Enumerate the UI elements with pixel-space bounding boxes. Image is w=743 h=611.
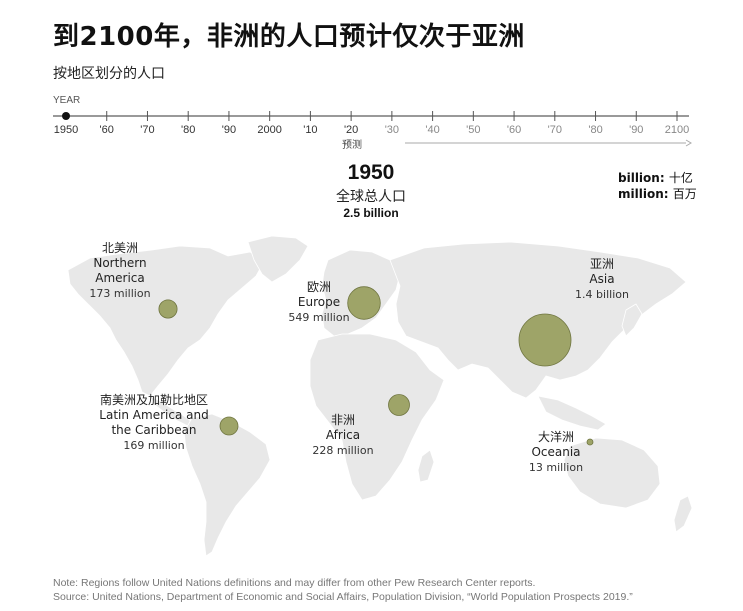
region-name-zh: 欧洲 <box>306 280 331 294</box>
timeline-tick-label[interactable]: '80 <box>181 124 195 136</box>
timeline-tick-label[interactable]: '90 <box>629 124 643 136</box>
timeline-tick-label[interactable]: 2000 <box>257 124 281 136</box>
population-bubble-latin-america <box>219 416 239 436</box>
world-population-label: 全球总人口 <box>336 189 406 205</box>
region-population: 13 million <box>528 461 584 474</box>
region-label-africa: 非洲 Africa 228 million <box>300 413 386 458</box>
timeline-tick-label[interactable]: '60 <box>100 124 114 136</box>
region-population: 169 million <box>123 439 185 452</box>
timeline-tick-label[interactable]: 2100 <box>665 124 689 136</box>
region-label-oceania: 大洋洲 Oceania 13 million <box>520 430 592 475</box>
region-name-zh: 大洋洲 <box>537 430 574 444</box>
land-australia <box>563 437 661 509</box>
timeline-tick-label[interactable]: '60 <box>507 124 521 136</box>
forecast-label: 预测 <box>342 140 362 151</box>
population-bubble-europe <box>347 286 381 320</box>
region-name-en: Europe <box>297 295 341 309</box>
land-madagascar <box>417 449 435 483</box>
timeline-tick-label[interactable]: '50 <box>466 124 480 136</box>
legend-million-key: million: <box>618 187 669 201</box>
region-name-en: Asia <box>589 272 615 286</box>
legend-million-zh: 百万 <box>672 187 697 201</box>
region-population: 173 million <box>89 287 151 300</box>
footnote: Note: Regions follow United Nations defi… <box>53 576 633 604</box>
population-bubble-northern-america <box>158 299 178 319</box>
region-name-zh: 亚洲 <box>589 257 614 271</box>
timeline-tick-label[interactable]: '10 <box>303 124 317 136</box>
chart-subtitle: 按地区划分的人口 <box>53 66 165 82</box>
region-population: 228 million <box>312 444 374 457</box>
land-africa <box>309 333 445 501</box>
timeline-tick-label[interactable]: '70 <box>140 124 154 136</box>
population-bubble-oceania <box>586 438 594 446</box>
timeline-tick-label[interactable]: '20 <box>344 124 358 136</box>
region-label-northern-america: 北美洲 Northern America 173 million <box>70 241 170 301</box>
footnote-source: Source: United Nations, Department of Ec… <box>53 591 633 603</box>
chart-title: 到2100年，非洲的人口预计仅次于亚洲 <box>53 22 525 52</box>
land-north-america <box>67 245 266 397</box>
timeline-tick-label[interactable]: 1950 <box>54 124 78 136</box>
land-greenland <box>247 235 309 283</box>
region-label-europe: 欧洲 Europe 549 million <box>276 280 362 325</box>
region-label-asia: 亚洲 Asia 1.4 billion <box>560 257 644 302</box>
region-name-zh: 南美洲及加勒比地区 <box>99 393 208 407</box>
region-name-en: Africa <box>325 428 361 442</box>
legend-billion-key: billion: <box>618 171 665 185</box>
land-japan <box>621 303 643 337</box>
footnote-note: Note: Regions follow United Nations defi… <box>53 577 536 589</box>
region-name-zh: 非洲 <box>330 413 355 427</box>
current-year: 1950 <box>347 161 395 184</box>
region-name-en-2: the Caribbean <box>111 423 197 437</box>
world-map <box>67 235 693 557</box>
timeline-tick-label[interactable]: '90 <box>222 124 236 136</box>
world-population-value: 2.5 billion <box>343 206 399 220</box>
forecast-arrow-head <box>685 139 692 147</box>
region-name-en-2: America <box>95 271 145 285</box>
region-name-en: Oceania <box>531 445 581 459</box>
region-name-en: Latin America and <box>99 408 209 422</box>
population-bubble-africa <box>388 394 410 416</box>
land-south-america <box>183 413 271 557</box>
unit-legend: billion: 十亿 million: 百万 <box>618 170 697 202</box>
region-label-latin-america: 南美洲及加勒比地区 Latin America and the Caribbea… <box>76 393 232 453</box>
timeline-year-label: YEAR <box>53 95 81 106</box>
region-population: 549 million <box>288 311 350 324</box>
timeline-tick-label[interactable]: '40 <box>425 124 439 136</box>
region-name-en: Northern <box>93 256 147 270</box>
timeline-tick-label[interactable]: '80 <box>588 124 602 136</box>
legend-billion-zh: 十亿 <box>668 171 693 185</box>
region-name-zh: 北美洲 <box>101 241 138 255</box>
population-bubble-asia <box>518 313 572 367</box>
timeline-tick-label[interactable]: '30 <box>385 124 399 136</box>
timeline-tick-label[interactable]: '70 <box>548 124 562 136</box>
land-new-zealand <box>673 495 693 533</box>
region-population: 1.4 billion <box>575 288 629 301</box>
land-southeast-asia <box>537 395 607 431</box>
timeline-selected-dot[interactable] <box>62 112 70 120</box>
